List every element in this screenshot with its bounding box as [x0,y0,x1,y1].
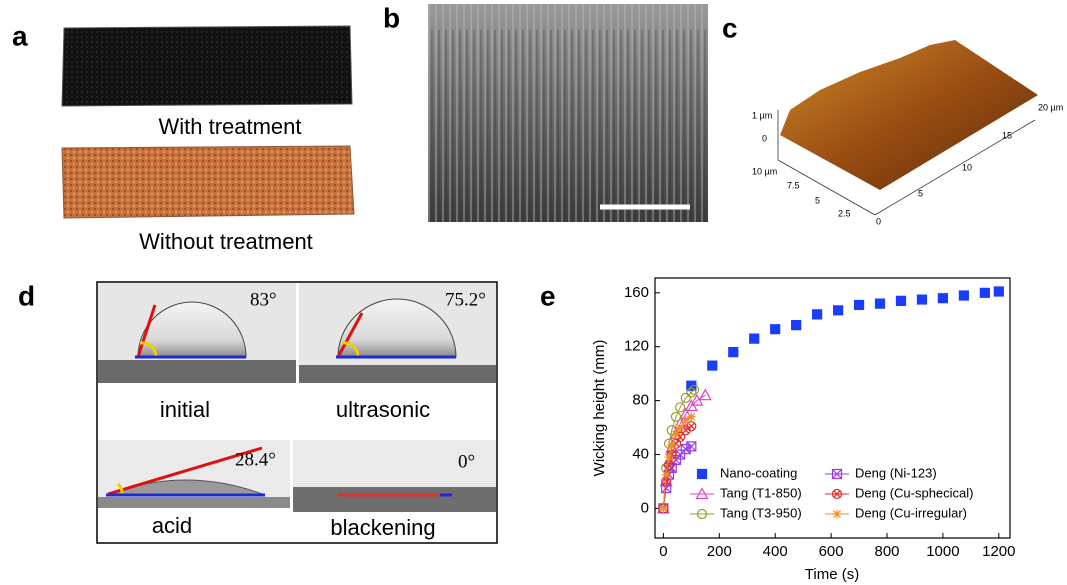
x-tick-label: 1200 [982,543,1015,560]
y-tick-label: 80 [632,392,649,409]
y-tick-label: 160 [624,284,649,301]
caption: acid [152,513,192,538]
x-tick-label: 800 [874,543,899,560]
afm-surface [780,40,1038,190]
legend-label: Tang (T1-850) [720,485,802,500]
legend-marker [696,468,708,480]
marker [958,290,969,301]
afm-z-label: 0 [762,133,767,143]
marker [686,387,697,398]
marker [686,441,697,452]
marker [707,360,718,371]
panel-label: d [18,280,35,311]
marker [667,440,677,450]
marker [916,294,928,305]
droplet-ultrasonic [299,283,496,383]
contact-angle: 83° [250,289,277,310]
legend-marker [831,488,843,500]
marker [675,423,685,433]
afm-x-label: 0 [876,216,881,226]
marker [681,416,691,426]
marker [686,412,696,422]
x-tick-label: 1000 [926,543,959,560]
contact-angle: 28.4° [235,449,276,470]
marker [680,392,691,403]
afm-x-label: 20 µm [1038,102,1063,112]
marker [832,305,844,316]
droplet-blackening [293,440,496,512]
afm-axes [777,110,1036,216]
marker [698,388,712,401]
marker [853,299,865,311]
panel-label: e [540,280,556,311]
marker [895,295,907,307]
marker [874,298,886,309]
y-tick-label: 0 [641,499,649,516]
contact-angle: 75.2° [445,289,486,310]
photo-treated [61,25,353,107]
marker [670,411,682,422]
marker [749,333,760,344]
afm-y-label: 7.5 [787,180,800,190]
marker [770,324,781,335]
panel-label: c [722,12,738,43]
legend-label: Nano-coating [720,465,797,480]
legend-marker [696,508,708,520]
caption: ultrasonic [336,397,430,422]
y-tick-label: 120 [624,338,649,355]
marker [661,470,671,480]
afm-x-label: 15 [1002,130,1012,140]
panel-label: a [12,20,28,51]
legend-label: Deng (Cu-sphecical) [855,485,974,500]
marker [937,293,949,304]
caption: blackening [330,515,435,540]
y-tick-label: 40 [632,445,649,462]
afm-x-label: 10 [962,162,972,172]
afm-y-label: 10 µm [752,166,777,176]
y-axis-label: Wicking height (mm) [591,340,608,477]
marker [671,429,681,439]
photo-untreated [61,145,355,219]
caption: With treatment [158,114,301,139]
marker [675,402,686,413]
marker [979,287,990,298]
afm-y-label: 2.5 [838,208,851,218]
afm-z-label: 1 µm [752,110,772,120]
marker [993,286,1004,297]
x-tick-label: 200 [707,543,732,560]
legend-label: Deng (Cu-irregular) [855,505,967,520]
panel-label: b [383,2,400,33]
legend-label: Deng (Ni-123) [855,465,937,480]
legend-marker [832,509,842,519]
x-tick-label: 600 [819,543,844,560]
caption: Without treatment [139,229,313,254]
droplet-initial [98,283,296,383]
afm-y-label: 5 [815,195,820,205]
marker [812,309,823,320]
marker [658,503,668,513]
x-axis-label: Time (s) [805,566,859,583]
legend-label: Tang (T3-950) [720,505,802,520]
legend-marker [695,487,709,500]
sem-texture [428,4,708,222]
marker [728,346,739,358]
marker [689,384,700,395]
legend-marker [831,468,843,480]
marker [791,320,802,331]
contact-angle: 0° [458,451,475,472]
caption: initial [160,397,210,422]
marker [664,452,674,462]
afm-x-label: 5 [918,188,923,198]
x-tick-label: 400 [763,543,788,560]
droplet-acid [98,440,290,508]
x-tick-label: 0 [659,543,667,560]
